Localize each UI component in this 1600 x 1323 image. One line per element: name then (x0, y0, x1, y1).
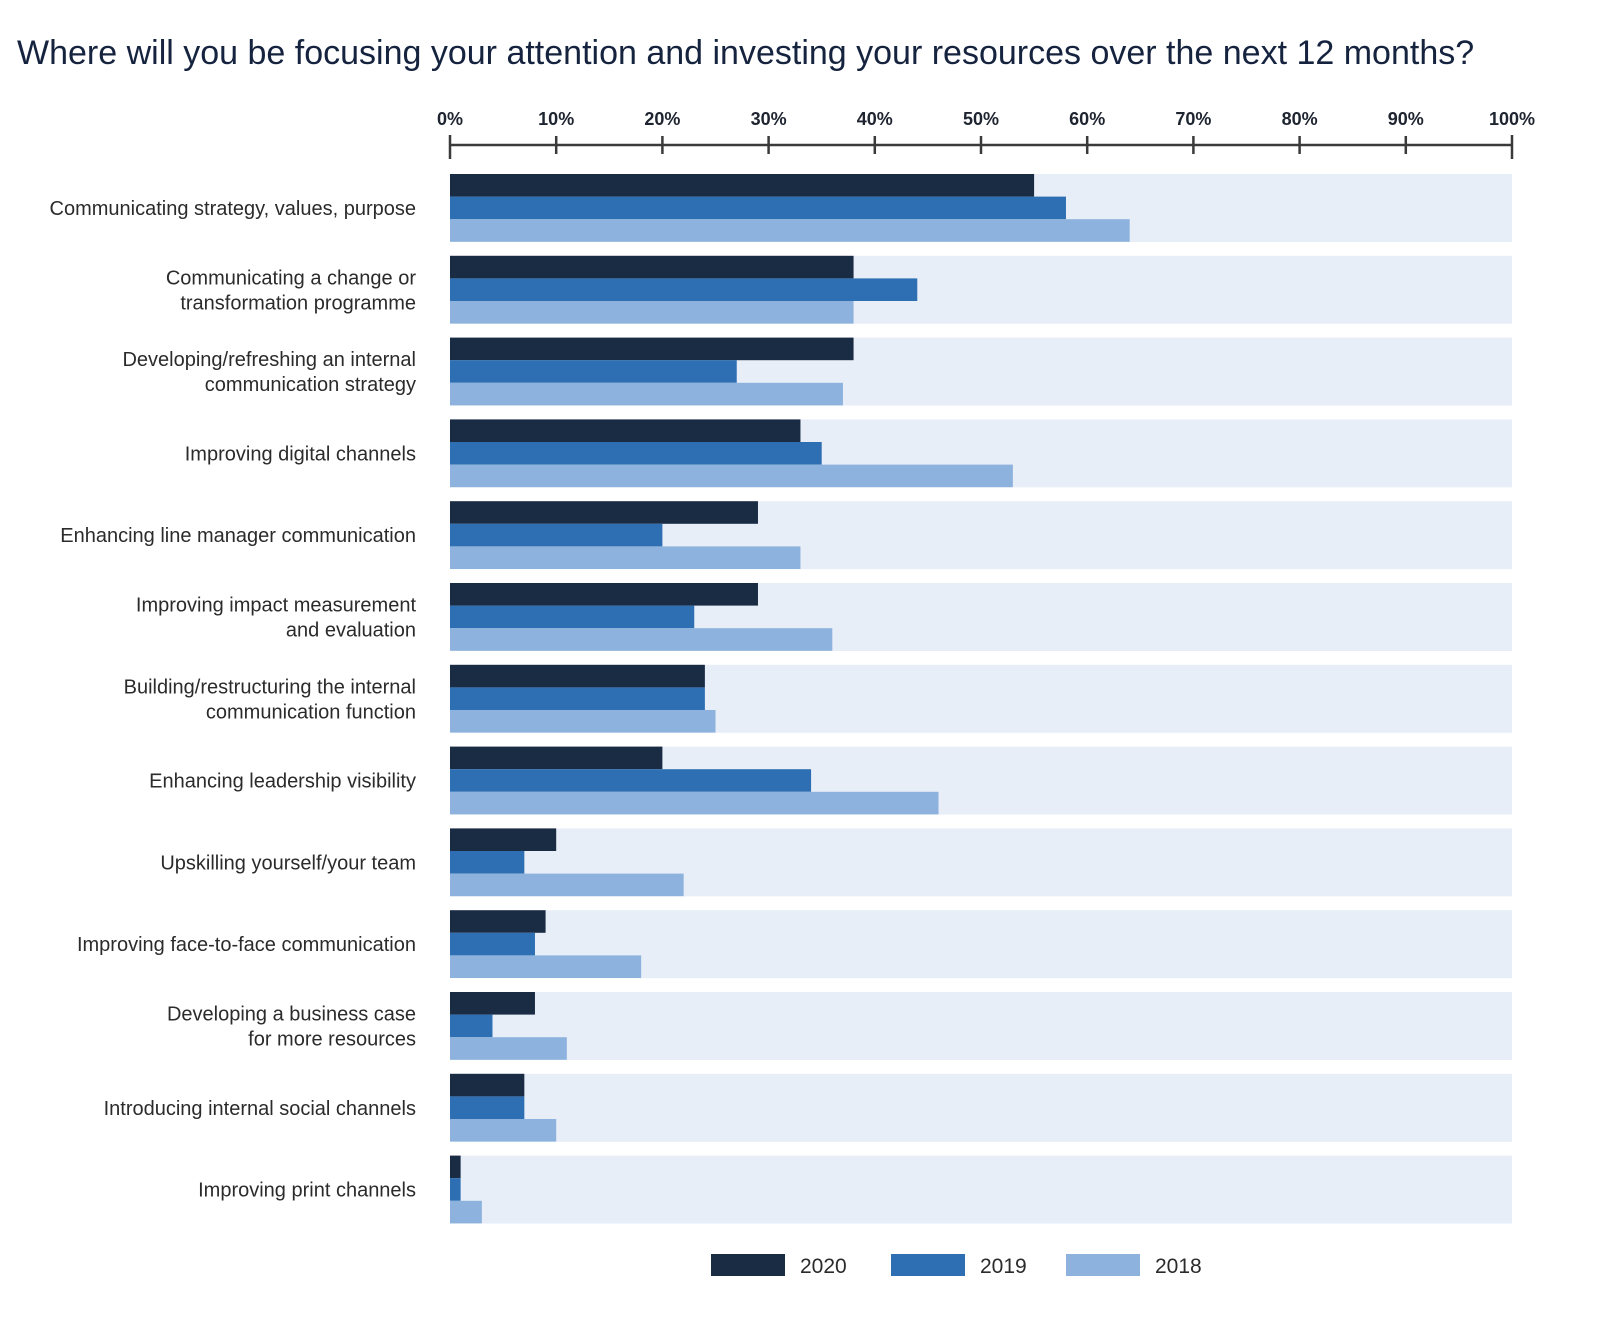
x-tick-label: 70% (1175, 109, 1211, 129)
category-label: Building/restructuring the internal commu… (124, 676, 416, 723)
category-label: Improving face-to-face communication (77, 934, 416, 956)
bar-2018 (450, 1037, 567, 1060)
category-label: Enhancing line manager communication (60, 525, 416, 547)
x-tick-label: 20% (644, 109, 680, 129)
category-labels: Communicating strategy, values, purpose C… (50, 198, 417, 1202)
bar-2019 (450, 932, 535, 956)
bar-2019 (450, 1014, 493, 1038)
x-tick-label: 90% (1388, 109, 1424, 129)
bar-2018 (450, 873, 684, 897)
x-tick-label: 10% (538, 109, 574, 129)
category-label: Communicating a change or transformation … (166, 267, 416, 314)
category-label: Developing/refreshing an internal communi… (122, 349, 416, 396)
bar-2018 (450, 219, 1130, 242)
legend-swatch-2020 (711, 1254, 785, 1276)
bar-2019 (450, 523, 663, 547)
category-band (450, 992, 1512, 1060)
bars (450, 174, 1512, 1224)
x-tick-label: 100% (1489, 109, 1535, 129)
category-band (450, 1073, 1512, 1142)
bar-2018 (450, 628, 833, 651)
category-label: Developing a business case for more resou… (167, 1004, 416, 1051)
x-tick-label: 40% (857, 109, 893, 129)
bar-2020 (450, 746, 663, 770)
category-label: Communicating strategy, values, purpose (50, 198, 416, 220)
bar-2020 (450, 1073, 525, 1097)
bar-2018 (450, 955, 642, 978)
legend-swatch-2018 (1066, 1254, 1140, 1276)
category-label: Introducing internal social channels (104, 1098, 416, 1120)
x-tick-label: 30% (751, 109, 787, 129)
bar-2018 (450, 1119, 557, 1142)
category-label: Upskilling yourself/your team (160, 852, 416, 874)
x-tick-label: 80% (1282, 109, 1318, 129)
bar-2018 (450, 382, 843, 406)
bar-2020 (450, 419, 801, 442)
bar-2020 (450, 828, 557, 851)
bar-2018 (450, 1200, 482, 1224)
bar-2019 (450, 1178, 461, 1201)
bar-2018 (450, 791, 939, 815)
bar-2020 (450, 501, 758, 524)
legend-label-2018: 2018 (1155, 1255, 1202, 1278)
x-axis: 0% 10% 20% 30% 40% 50% 60% 70% 80% 90% 100% (437, 109, 1535, 159)
bar-2018 (450, 546, 801, 569)
bar-2020 (450, 583, 758, 606)
bar-2019 (450, 442, 822, 465)
category-label: Improving digital channels (185, 443, 416, 465)
bar-2019 (450, 851, 525, 874)
bar-2019 (450, 769, 812, 792)
legend-swatch-2019 (891, 1254, 965, 1276)
chart-title: Where will you be focusing your attentio… (17, 34, 1474, 72)
bar-2019 (450, 605, 695, 629)
bar-2019 (450, 687, 705, 710)
legend-label-2020: 2020 (800, 1255, 847, 1278)
x-tick-label: 60% (1069, 109, 1105, 129)
bar-2018 (450, 464, 1013, 488)
bar-2020 (450, 664, 705, 688)
bar-2020 (450, 910, 546, 933)
bar-2019 (450, 360, 737, 383)
bar-2018 (450, 301, 854, 324)
bar-2019 (450, 278, 918, 301)
category-label: Improving impact measurement and evaluati… (136, 595, 417, 642)
bar-2019 (450, 196, 1066, 220)
bar-2019 (450, 1096, 525, 1119)
bar-2020 (450, 255, 854, 279)
bar-2020 (450, 1155, 461, 1179)
bar-2020 (450, 992, 535, 1015)
legend: 2020 2019 2018 (711, 1254, 1202, 1278)
bar-2020 (450, 174, 1035, 197)
category-label: Enhancing leadership visibility (149, 771, 416, 793)
bar-2018 (450, 710, 716, 733)
category-band (450, 1155, 1512, 1224)
x-tick-label: 50% (963, 109, 999, 129)
bar-2020 (450, 337, 854, 361)
legend-label-2019: 2019 (980, 1255, 1027, 1278)
category-label: Improving print channels (198, 1180, 416, 1202)
x-tick-label: 0% (437, 109, 463, 129)
